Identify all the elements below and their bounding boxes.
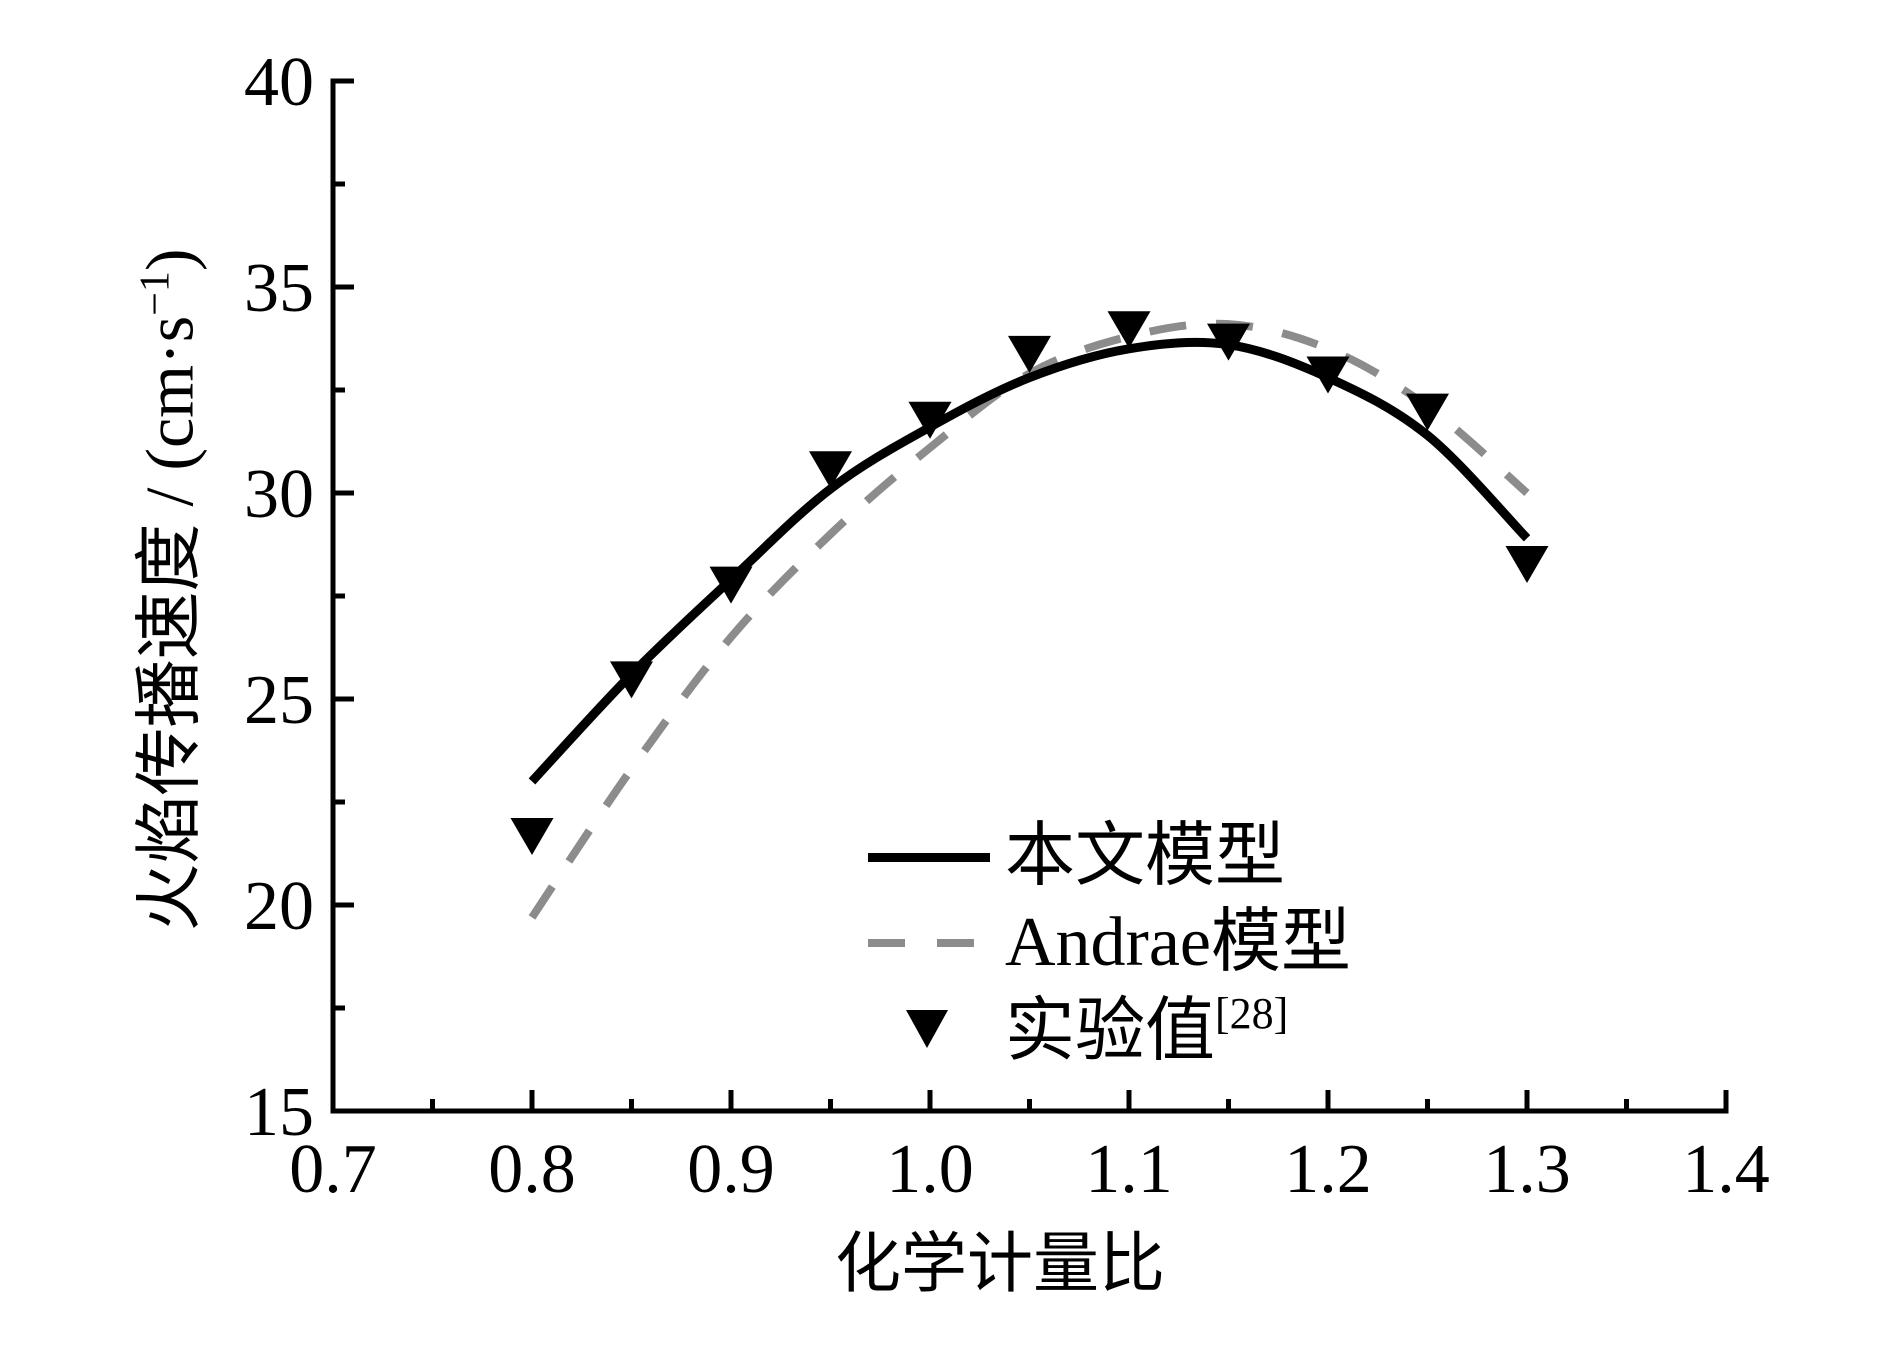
y-tick-label: 30 bbox=[244, 456, 314, 533]
y-tick-label: 15 bbox=[244, 1074, 314, 1151]
legend-item-experimental: 实验值[28] bbox=[868, 986, 1351, 1072]
x-tick-label: 1.3 bbox=[1483, 1131, 1571, 1208]
y-tick-label: 25 bbox=[244, 662, 314, 739]
legend-label-andrae-model: Andrae模型 bbox=[1005, 904, 1352, 981]
y-tick-label: 35 bbox=[244, 250, 314, 327]
experimental-point-marker bbox=[1505, 546, 1549, 583]
x-tick-label: 1.4 bbox=[1682, 1131, 1770, 1208]
y-tick-label: 20 bbox=[244, 868, 314, 945]
x-tick-label: 0.7 bbox=[289, 1131, 377, 1208]
solid-line-icon bbox=[868, 852, 990, 862]
legend-label-experimental-superscript: [28] bbox=[1215, 988, 1289, 1038]
experimental-point-marker bbox=[510, 818, 554, 855]
legend-label-experimental: 实验值[28] bbox=[1005, 988, 1289, 1070]
dashed-line-icon bbox=[868, 939, 974, 947]
present-model-curve bbox=[528, 337, 1531, 785]
experimental-point-marker bbox=[1306, 356, 1350, 394]
experimental-point-marker bbox=[1406, 393, 1449, 431]
experimental-point-marker bbox=[809, 451, 852, 489]
experimental-point-marker bbox=[709, 566, 753, 604]
y-tick-label: 40 bbox=[244, 44, 314, 121]
y-axis-title-text: 火焰传播速度 / (cm·s bbox=[131, 315, 208, 932]
x-tick-label: 0.8 bbox=[488, 1131, 576, 1208]
legend-item-present-model: 本文模型 bbox=[868, 814, 1351, 900]
andrae-model-curve bbox=[528, 319, 1530, 920]
x-tick-label: 1.1 bbox=[1085, 1131, 1173, 1208]
x-axis-title: 化学计量比 bbox=[835, 1210, 1165, 1306]
x-axis-title-text: 化学计量比 bbox=[835, 1228, 1165, 1301]
triangle-marker-sample bbox=[868, 1010, 990, 1048]
legend-label-present-model: 本文模型 bbox=[1005, 818, 1285, 895]
experimental-point-marker bbox=[908, 401, 952, 439]
experimental-point-marker bbox=[610, 661, 653, 699]
solid-line-sample bbox=[868, 852, 990, 862]
experimental-point-marker bbox=[1207, 323, 1250, 361]
legend-item-andrae-model: Andrae模型 bbox=[868, 900, 1351, 986]
y-axis-title-close: ) bbox=[131, 248, 208, 272]
experimental-point-marker bbox=[1008, 335, 1051, 373]
triangle-down-icon bbox=[906, 1010, 948, 1048]
dashed-line-sample bbox=[868, 939, 990, 947]
x-tick-label: 0.9 bbox=[687, 1131, 775, 1208]
legend: 本文模型 Andrae模型 实验值[28] bbox=[868, 814, 1351, 1072]
x-tick-label: 1.2 bbox=[1284, 1131, 1372, 1208]
y-axis-title: 火焰传播速度 / (cm·s−1) bbox=[114, 248, 213, 931]
y-axis-title-superscript: −1 bbox=[132, 271, 179, 316]
x-tick-label: 1.0 bbox=[886, 1131, 974, 1208]
legend-label-experimental-text: 实验值 bbox=[1005, 992, 1215, 1070]
experimental-point-marker bbox=[1107, 311, 1151, 349]
